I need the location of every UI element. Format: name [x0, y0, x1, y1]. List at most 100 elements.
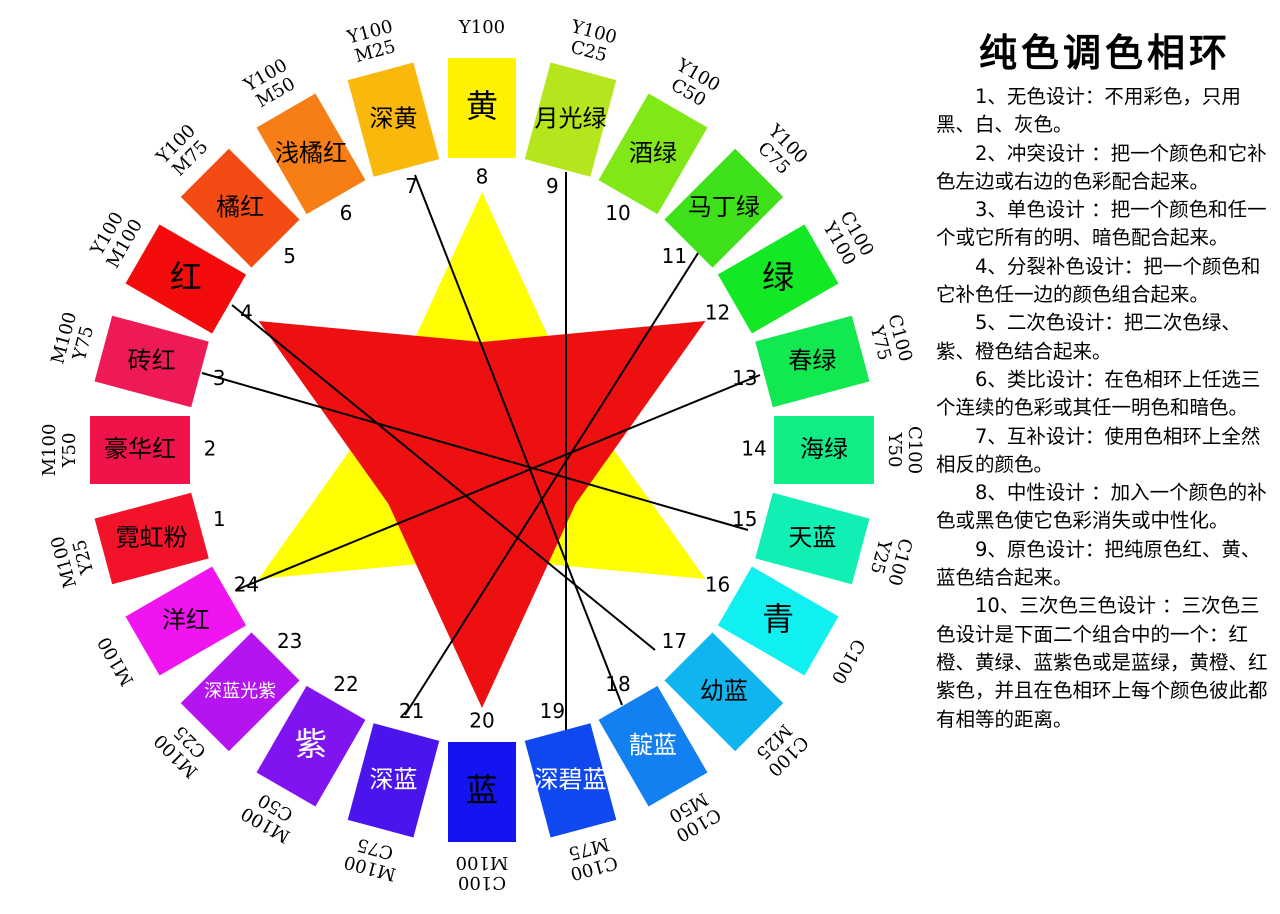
- swatch-rect: [598, 685, 708, 807]
- swatch: [755, 492, 870, 585]
- swatch-number: 12: [705, 301, 730, 325]
- swatch: [180, 148, 300, 268]
- swatch: [598, 685, 708, 807]
- swatch-rect: [524, 62, 617, 177]
- swatch: [125, 224, 247, 334]
- code-label: M100: [94, 633, 139, 689]
- swatch: [90, 416, 190, 484]
- swatch-name: 马丁绿: [688, 193, 760, 221]
- swatch-rect: [717, 224, 839, 334]
- swatch-name: 红: [170, 258, 202, 296]
- swatch-name: 深黄: [369, 105, 417, 133]
- swatch: [180, 632, 300, 752]
- swatch-name: 黄: [466, 87, 498, 125]
- swatch-number: 1: [213, 507, 226, 531]
- note: 4、分裂补色设计：把一个颜色和它补色任一边的颜色组合起来。: [936, 254, 1261, 307]
- swatch-rect: [755, 315, 870, 408]
- swatch: [524, 62, 617, 177]
- swatch: [347, 723, 440, 838]
- swatch-number: 13: [732, 366, 757, 390]
- swatch-number: 23: [277, 629, 302, 653]
- swatch-rect: [524, 723, 617, 838]
- swatch-rect: [256, 685, 366, 807]
- swatch: [664, 632, 784, 752]
- swatch-number: 14: [741, 437, 766, 461]
- swatch: [256, 93, 366, 215]
- swatch-number: 7: [405, 174, 418, 198]
- swatch-rect: [94, 315, 209, 408]
- swatch-number: 20: [469, 709, 494, 733]
- swatch-rect: [256, 93, 366, 215]
- swatch-name: 霓虹粉: [116, 524, 188, 552]
- swatch: [598, 93, 708, 215]
- swatch-rect: [347, 62, 440, 177]
- note: 7、互补设计：使用色相环上全然相反的颜色。: [936, 424, 1261, 476]
- notes: 1、无色设计：不用彩色，只用黑、白、灰色。 2、冲突设计 ：把一个颜色和它补色左边…: [936, 83, 1274, 734]
- swatch-rect: [94, 492, 209, 585]
- swatch-name: 深碧蓝: [535, 765, 607, 793]
- code-label: Y100: [458, 17, 505, 38]
- swatch-number: 22: [333, 672, 358, 696]
- connector: [404, 249, 701, 716]
- swatch: [755, 315, 870, 408]
- connector: [231, 304, 656, 651]
- swatch-number: 21: [399, 699, 424, 723]
- connector: [201, 372, 749, 531]
- swatch-rect: [664, 632, 784, 752]
- code-line: M100: [39, 424, 60, 477]
- note: 2、冲突设计 ：把一个颜色和它补色左边或右边的色彩配合起来。: [936, 141, 1267, 193]
- swatch-name: 幼蓝: [700, 677, 748, 705]
- title: 纯色调色相环: [978, 30, 1231, 75]
- code-line: C100: [827, 635, 869, 687]
- swatch: [664, 148, 784, 268]
- code-line: M100: [456, 852, 509, 873]
- swatch-rect: [180, 148, 300, 268]
- swatch-number: 10: [605, 201, 630, 225]
- swatch: [524, 723, 617, 838]
- connector-lines: [201, 172, 761, 730]
- swatch-number: 16: [705, 573, 730, 597]
- swatch-rect: [774, 416, 874, 484]
- swatch-rect: [180, 632, 300, 752]
- swatch-name: 春绿: [788, 346, 836, 374]
- swatch-number: 3: [213, 366, 226, 390]
- code-line: Y50: [59, 433, 80, 469]
- swatch-name: 靛蓝: [629, 731, 677, 759]
- code-label: M100 Y50: [39, 424, 80, 477]
- swatch-name: 洋红: [162, 606, 210, 634]
- swatch-name: 浅橘红: [275, 139, 347, 167]
- swatch-name: 砖红: [128, 346, 176, 374]
- swatch-name: 天蓝: [788, 524, 836, 552]
- swatch-name: 深蓝: [369, 765, 417, 793]
- swatch-rect: [347, 723, 440, 838]
- swatch: [717, 224, 839, 334]
- swatch-rect: [598, 93, 708, 215]
- swatch-number: 4: [240, 301, 253, 325]
- note: 5、二次色设计：把二次色绿、紫、橙色结合起来。: [936, 311, 1241, 363]
- notes-panel: 纯色调色相环 1、无色设计：不用彩色，只用黑、白、灰色。 2、冲突设计 ：把一个颜…: [936, 22, 1274, 734]
- connector: [414, 174, 623, 706]
- swatch-name: 绿: [762, 258, 794, 296]
- swatch-name: 紫: [295, 725, 327, 763]
- stars: [258, 192, 706, 708]
- swatch: [448, 58, 516, 158]
- swatch-number: 2: [204, 437, 217, 461]
- swatch-rect: [664, 148, 784, 268]
- code-line: M100: [94, 633, 139, 689]
- note: 3、单色设计 ：把一个颜色和任一个或它所有的明、暗色配合起来。: [936, 198, 1267, 250]
- swatch-name: 青: [762, 600, 794, 638]
